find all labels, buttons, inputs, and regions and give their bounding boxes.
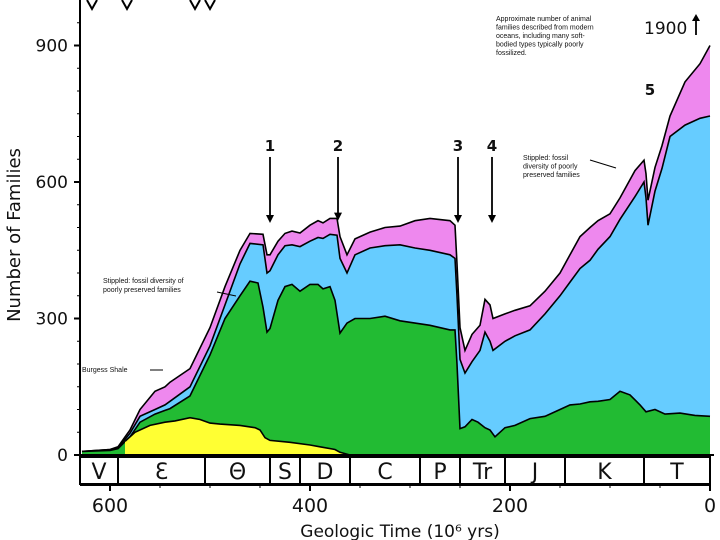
top-arrow-mark xyxy=(189,0,201,12)
period-label: Tr xyxy=(472,460,493,485)
y-tick-label: 300 xyxy=(36,310,68,330)
x-tick-label: 600 xyxy=(92,495,128,517)
x-axis-title: Geologic Time (10⁶ yrs) xyxy=(300,522,499,540)
annotation-stippled-left: Stippled: fossil diversity of xyxy=(103,278,184,285)
annotation-stippled-right: diversity of poorly xyxy=(523,164,578,171)
period-band xyxy=(79,456,711,485)
extinction-arrowhead xyxy=(334,212,342,221)
extinction-label: 5 xyxy=(645,81,655,99)
cambrian-fauna-area-outline xyxy=(124,416,351,456)
extinction-label: 4 xyxy=(487,137,497,155)
y-tick-label: 600 xyxy=(36,173,68,193)
annotation-modern-oceans: bodied types typically poorly xyxy=(496,42,584,49)
annotation-modern-oceans: families described from modern xyxy=(496,25,594,32)
annotation-stippled-left: poorly preserved families xyxy=(103,287,181,294)
top-arrow-mark xyxy=(121,0,133,12)
well-preserved-total-area-outline xyxy=(81,115,711,453)
period-label: S xyxy=(278,460,292,485)
modern-value-arrowhead xyxy=(692,14,700,21)
extinction-arrowhead xyxy=(454,214,462,223)
extinction-arrowhead xyxy=(266,214,274,223)
annotation-modern-oceans: oceans, including many soft- xyxy=(496,33,585,40)
extinction-label: 1 xyxy=(265,137,275,155)
paleozoic-fauna-area xyxy=(82,281,710,455)
x-tick-label: 0 xyxy=(704,495,716,517)
period-label: K xyxy=(597,460,612,485)
period-label: D xyxy=(317,460,334,485)
x-tick-label: 400 xyxy=(292,495,328,517)
annotation-stippled-right: Stippled: fossil xyxy=(523,155,569,162)
period-label: C xyxy=(377,460,392,485)
y-tick-label: 0 xyxy=(57,446,68,466)
annotation-modern-oceans: Approximate number of animal xyxy=(496,16,592,23)
modern-value-label: 1900 xyxy=(644,19,687,39)
stippled-total-area-outline xyxy=(81,45,711,453)
annotation-pointer xyxy=(216,291,237,297)
paleozoic-fauna-area-outline xyxy=(81,280,711,453)
annotation-stippled-right: preserved families xyxy=(523,172,580,179)
extinction-arrowhead xyxy=(488,214,496,223)
y-tick-label: 900 xyxy=(36,37,68,57)
period-label: Θ xyxy=(229,460,246,485)
extinction-label: 2 xyxy=(333,137,343,155)
annotation-pointer xyxy=(589,159,617,169)
period-label: P xyxy=(433,460,446,485)
extinction-label: 3 xyxy=(453,137,463,155)
cambrian-fauna-area xyxy=(125,417,350,455)
period-label: Ɛ xyxy=(155,460,169,485)
top-arrow-mark xyxy=(86,0,98,12)
annotation-burgess-shale: Burgess Shale xyxy=(82,367,128,374)
period-label: V xyxy=(91,460,106,485)
annotation-modern-oceans: fossilized. xyxy=(496,50,527,57)
top-arrow-mark xyxy=(204,0,216,12)
period-label: T xyxy=(669,460,684,485)
y-axis-title: Number of Families xyxy=(4,148,25,322)
period-label: J xyxy=(530,460,539,485)
x-tick-label: 200 xyxy=(492,495,528,517)
